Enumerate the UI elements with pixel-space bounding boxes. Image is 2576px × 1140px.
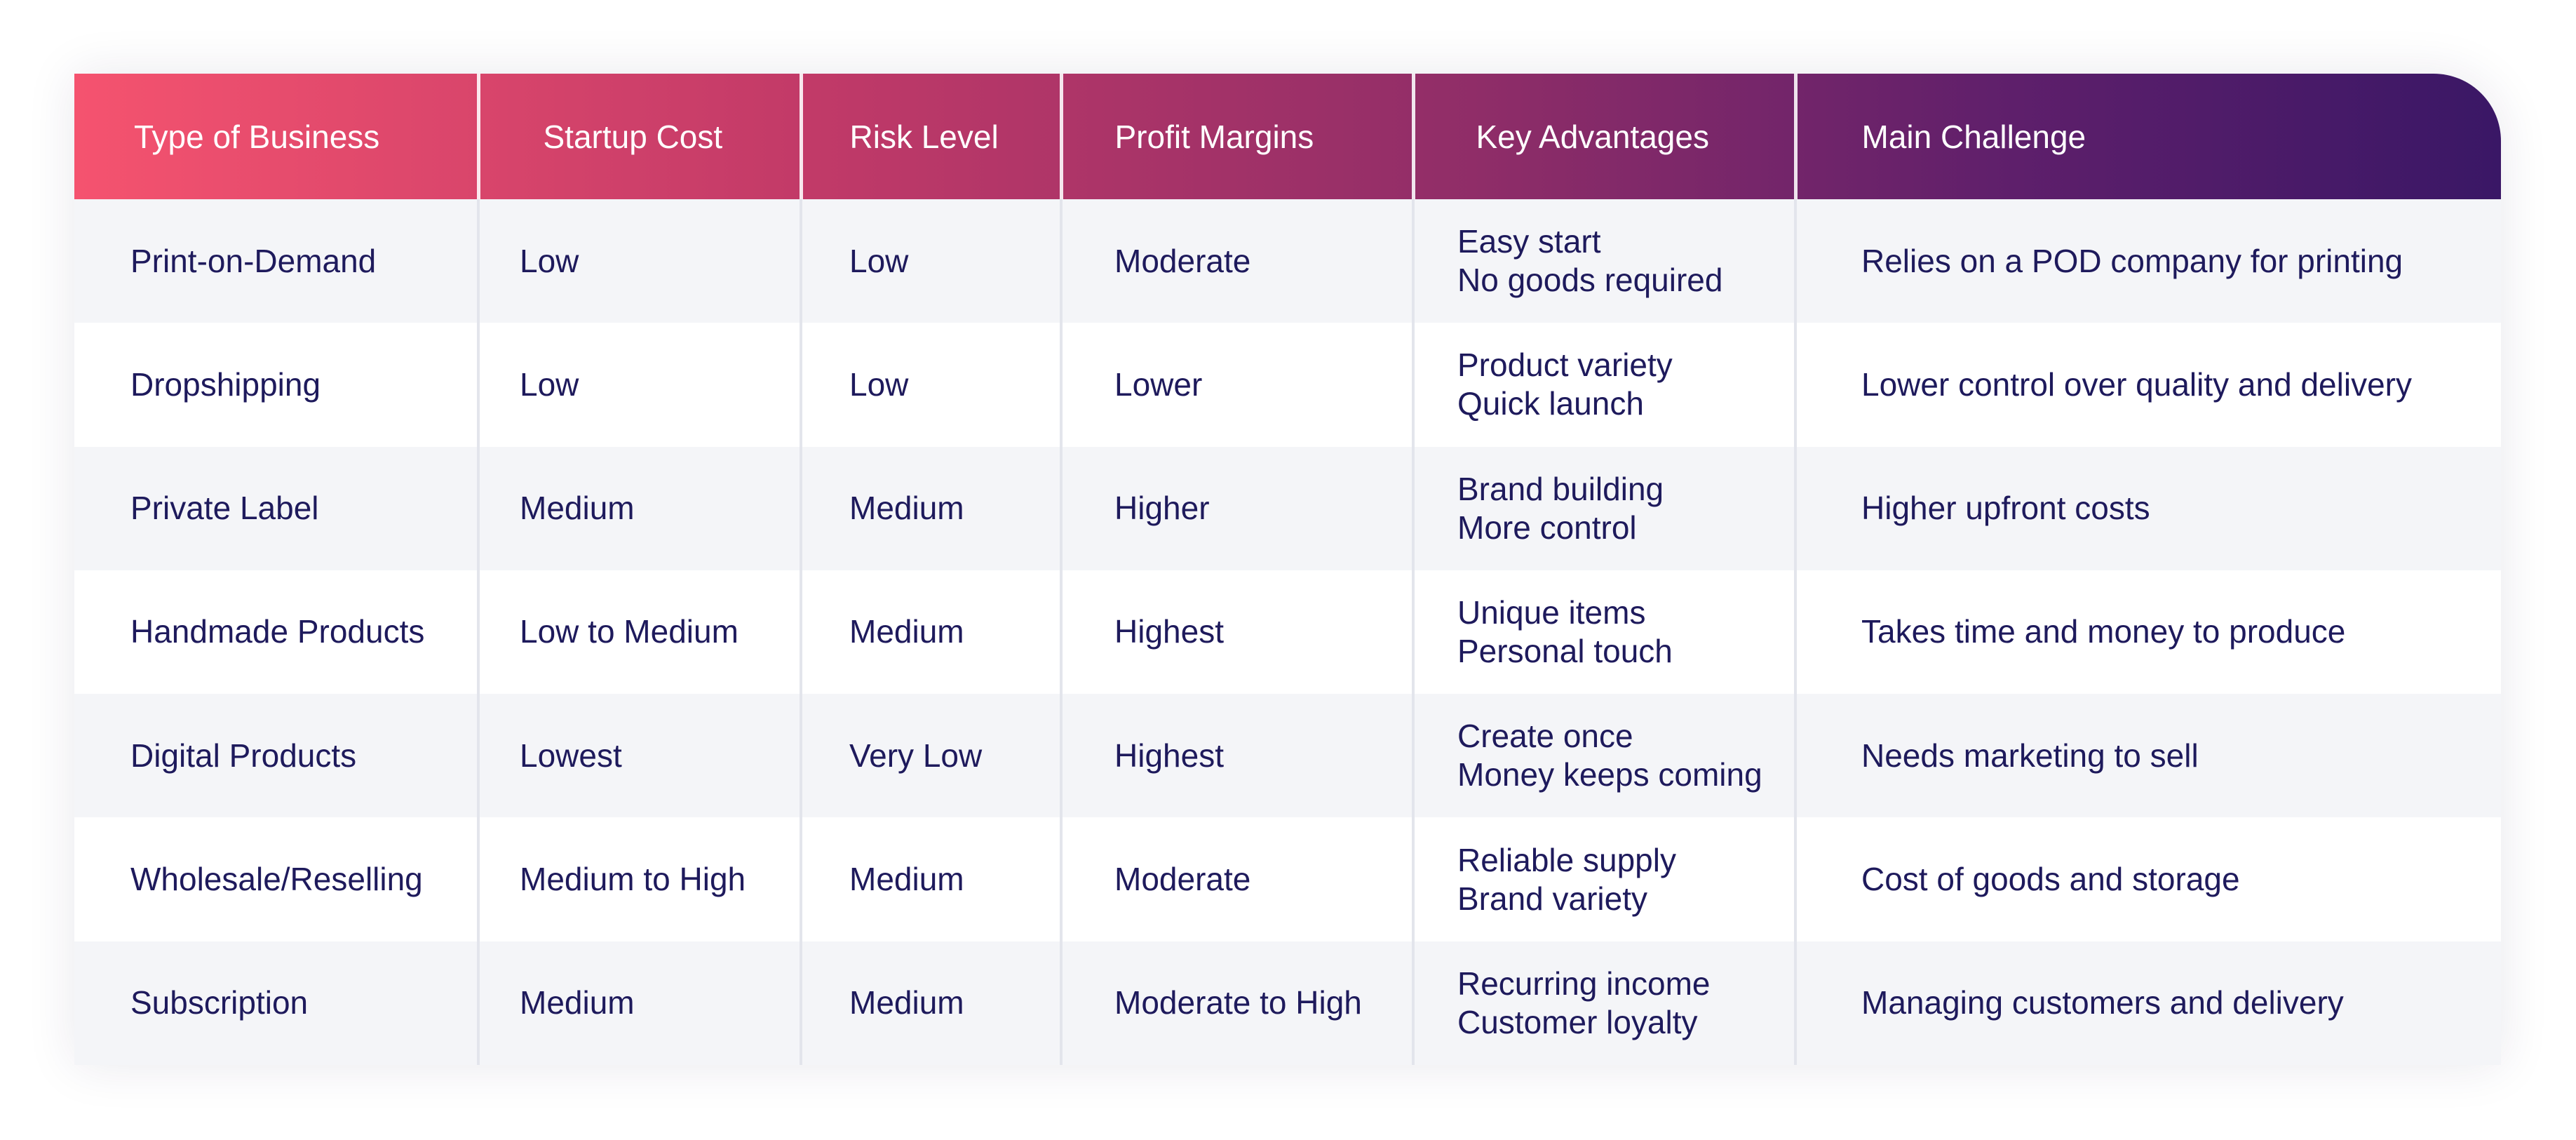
cell-profit-margins: Lower bbox=[1060, 323, 1413, 447]
table-row: Print-on-Demand Low Low Moderate Easy st… bbox=[74, 199, 2501, 323]
cell-key-advantages: Unique items Personal touch bbox=[1412, 570, 1795, 695]
cell-startup-cost: Medium bbox=[477, 941, 801, 1065]
cell-key-advantages: Reliable supply Brand variety bbox=[1412, 817, 1795, 941]
cell-profit-margins: Highest bbox=[1060, 570, 1413, 695]
cell-main-challenge: Higher upfront costs bbox=[1794, 446, 2501, 570]
cell-main-challenge: Needs marketing to sell bbox=[1794, 694, 2501, 818]
cell-profit-margins: Highest bbox=[1060, 694, 1413, 818]
advantage-line: Product variety bbox=[1457, 347, 1673, 384]
cell-profit-margins: Moderate to High bbox=[1060, 941, 1413, 1065]
cell-risk-level: Medium bbox=[800, 817, 1061, 941]
cell-key-advantages: Product variety Quick launch bbox=[1412, 323, 1795, 447]
advantage-line: Brand variety bbox=[1457, 880, 1648, 917]
cell-risk-level: Very Low bbox=[800, 694, 1061, 818]
advantage-line: Customer loyalty bbox=[1457, 1003, 1698, 1040]
advantage-line: Brand building bbox=[1457, 470, 1664, 507]
cell-risk-level: Medium bbox=[800, 446, 1061, 570]
cell-profit-margins: Moderate bbox=[1060, 199, 1413, 323]
cell-key-advantages: Create once Money keeps coming bbox=[1412, 694, 1795, 818]
header-type-of-business: Type of Business bbox=[134, 118, 380, 155]
advantage-line: More control bbox=[1457, 509, 1637, 546]
table-row: Private Label Medium Medium Higher Brand… bbox=[74, 446, 2501, 570]
cell-type: Subscription bbox=[130, 984, 309, 1021]
cell-main-challenge: Cost of goods and storage bbox=[1794, 817, 2501, 941]
header-key-advantages: Key Advantages bbox=[1411, 74, 1795, 199]
cell-profit-margins: Higher bbox=[1060, 446, 1413, 570]
comparison-table-card: Type of Business Startup Cost Risk Level… bbox=[74, 74, 2501, 1065]
cell-type: Print-on-Demand bbox=[130, 242, 377, 279]
advantage-line: Reliable supply bbox=[1457, 841, 1676, 878]
table-row: Dropshipping Low Low Lower Product varie… bbox=[74, 323, 2501, 447]
header-risk-level: Risk Level bbox=[799, 74, 1061, 199]
header-profit-margins: Profit Margins bbox=[1059, 74, 1413, 199]
cell-key-advantages: Easy start No goods required bbox=[1412, 199, 1795, 323]
cell-risk-level: Low bbox=[800, 323, 1061, 447]
cell-type: Dropshipping bbox=[130, 366, 321, 403]
cell-key-advantages: Brand building More control bbox=[1412, 446, 1795, 570]
cell-profit-margins: Moderate bbox=[1060, 817, 1413, 941]
table-row: Subscription Medium Medium Moderate to H… bbox=[74, 941, 2501, 1065]
table-row: Wholesale/Reselling Medium to High Mediu… bbox=[74, 817, 2501, 941]
cell-startup-cost: Low to Medium bbox=[477, 570, 801, 695]
cell-type: Wholesale/Reselling bbox=[130, 861, 423, 898]
advantage-line: Unique items bbox=[1457, 594, 1646, 631]
advantage-line: Quick launch bbox=[1457, 385, 1644, 422]
cell-startup-cost: Lowest bbox=[477, 694, 801, 818]
header-main-challenge: Main Challenge bbox=[1793, 74, 2501, 199]
cell-type: Private Label bbox=[130, 490, 319, 527]
table-row: Handmade Products Low to Medium Medium H… bbox=[74, 570, 2501, 695]
cell-main-challenge: Managing customers and delivery bbox=[1794, 941, 2501, 1065]
cell-type: Digital Products bbox=[130, 737, 357, 774]
cell-startup-cost: Low bbox=[477, 323, 801, 447]
cell-type: Handmade Products bbox=[130, 613, 425, 650]
cell-startup-cost: Medium bbox=[477, 446, 801, 570]
cell-main-challenge: Takes time and money to produce bbox=[1794, 570, 2501, 695]
cell-main-challenge: Relies on a POD company for printing bbox=[1794, 199, 2501, 323]
cell-risk-level: Low bbox=[800, 199, 1061, 323]
advantage-line: No goods required bbox=[1457, 262, 1723, 299]
advantage-line: Personal touch bbox=[1457, 632, 1673, 669]
table-header-row: Type of Business Startup Cost Risk Level… bbox=[74, 74, 2501, 199]
cell-startup-cost: Low bbox=[477, 199, 801, 323]
advantage-line: Recurring income bbox=[1457, 965, 1711, 1002]
header-startup-cost: Startup Cost bbox=[476, 74, 801, 199]
advantage-line: Money keeps coming bbox=[1457, 756, 1762, 793]
advantage-line: Create once bbox=[1457, 718, 1633, 755]
business-comparison-table: Type of Business Startup Cost Risk Level… bbox=[74, 74, 2501, 1065]
cell-main-challenge: Lower control over quality and delivery bbox=[1794, 323, 2501, 447]
cell-risk-level: Medium bbox=[800, 941, 1061, 1065]
table-row: Digital Products Lowest Very Low Highest… bbox=[74, 694, 2501, 818]
cell-risk-level: Medium bbox=[800, 570, 1061, 695]
cell-key-advantages: Recurring income Customer loyalty bbox=[1412, 941, 1795, 1065]
advantage-line: Easy start bbox=[1457, 223, 1601, 260]
cell-startup-cost: Medium to High bbox=[477, 817, 801, 941]
